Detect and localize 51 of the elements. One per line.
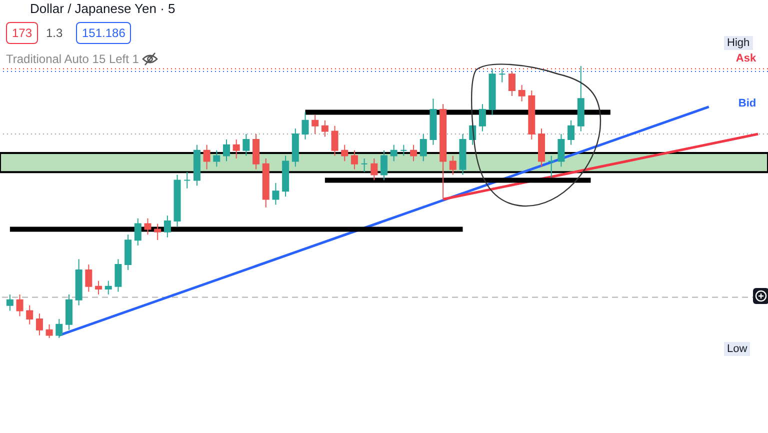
candlestick <box>400 144 408 156</box>
text: 173 <box>6 22 38 44</box>
candlestick <box>134 218 142 246</box>
candlestick <box>16 294 24 317</box>
candlestick <box>36 313 43 336</box>
candlestick <box>331 125 338 156</box>
candlestick <box>114 258 122 292</box>
candlestick <box>390 144 398 162</box>
candlestick <box>232 138 240 159</box>
candlestick <box>203 144 210 170</box>
candlestick <box>312 114 319 134</box>
candlestick <box>213 150 220 168</box>
candlestick <box>568 120 575 146</box>
candlestick <box>420 134 427 162</box>
ref-line-label: Bid <box>738 97 756 110</box>
candlestick <box>380 150 388 181</box>
candlestick <box>6 294 14 312</box>
text: 1.3 <box>46 26 63 40</box>
candlestick <box>242 134 250 156</box>
candlestick <box>164 215 171 238</box>
candlestick <box>302 112 309 140</box>
candlestick <box>498 68 506 83</box>
candlestick <box>558 134 565 168</box>
candlestick <box>85 264 92 292</box>
chart-title: Dollar / Japanese Yen · 5 <box>30 1 176 16</box>
candlestick <box>272 182 280 206</box>
candlestick <box>360 158 368 173</box>
candlestick <box>478 104 486 132</box>
candlestick <box>508 70 516 96</box>
candlestick <box>104 280 112 295</box>
candlestick <box>26 304 34 325</box>
text: 151.186 <box>76 22 132 44</box>
candlestick <box>46 324 53 338</box>
candlestick <box>341 144 348 162</box>
candlestick <box>449 155 456 176</box>
candlestick <box>518 84 526 102</box>
candlestick <box>184 172 191 189</box>
ref-line-label: Ask <box>736 52 757 65</box>
text: Low <box>724 342 750 356</box>
text: High <box>724 36 753 50</box>
candlestick <box>56 318 63 338</box>
candlestick <box>144 218 152 236</box>
candlestick <box>154 223 162 241</box>
candlestick <box>321 120 328 138</box>
candlestick <box>548 155 555 178</box>
candlestick <box>370 158 378 181</box>
candlestick <box>95 280 102 295</box>
annotation: Traditional Auto 15 Left 1 <box>6 52 139 66</box>
candlestick <box>222 138 230 162</box>
candlestick <box>410 144 418 162</box>
candlestick <box>350 150 358 170</box>
